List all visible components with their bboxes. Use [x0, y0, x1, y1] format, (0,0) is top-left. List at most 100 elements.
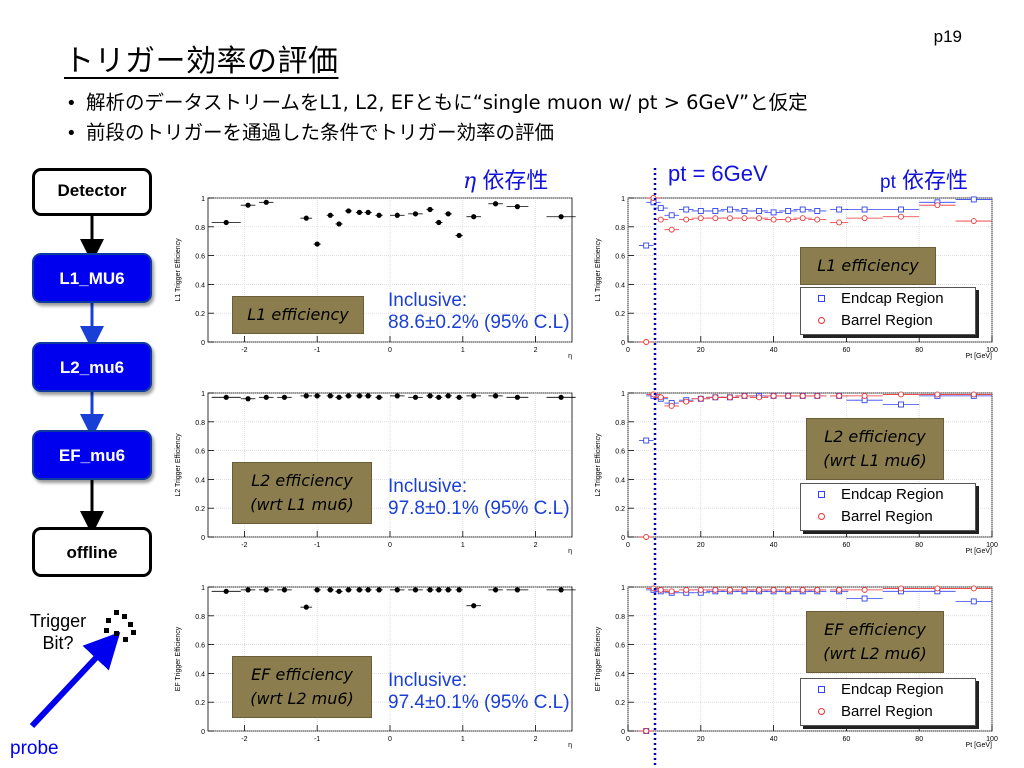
- x-tick-label: 40: [770, 347, 778, 354]
- data-point: [558, 587, 564, 593]
- data-point: [756, 208, 762, 214]
- y-tick-label: 0.8: [195, 225, 205, 232]
- data-point: [657, 216, 664, 223]
- data-point: [712, 215, 719, 222]
- x-tick-label: 100: [986, 542, 998, 549]
- data-point: [643, 339, 650, 345]
- y-axis-label: L1 Trigger Efficiency: [175, 238, 182, 302]
- data-point: [712, 394, 719, 401]
- page-number: p19: [933, 27, 962, 46]
- y-tick-label: 0.2: [615, 506, 625, 513]
- y-tick-label: 0.4: [195, 282, 205, 289]
- x-tick-label: 1: [461, 542, 465, 549]
- data-point: [471, 214, 477, 220]
- data-point: [514, 204, 520, 210]
- data-point: [345, 587, 352, 593]
- y-axis-label: L2 Trigger Efficiency: [175, 433, 182, 497]
- ef-eff-line1: EF efficiency: [251, 665, 353, 684]
- x-tick-label: 60: [843, 542, 851, 549]
- y-tick-label: 1: [621, 391, 625, 398]
- y-tick-label: 0.2: [195, 311, 205, 318]
- data-point: [223, 219, 229, 226]
- x-tick-label: 20: [697, 347, 705, 354]
- offline-box: offline: [32, 527, 152, 577]
- legend-barrel: Barrel Region: [801, 701, 975, 723]
- bullet-item: 解析のデータストリームをL1, L2, EFともに“single muon w/…: [66, 88, 808, 118]
- data-point: [336, 394, 342, 400]
- ef-eff-line2: (wrt L2 mu6): [250, 689, 354, 708]
- data-point: [303, 604, 309, 610]
- data-point: [445, 393, 451, 399]
- data-point: [412, 211, 419, 217]
- x-tick-label: -2: [241, 347, 247, 354]
- l1-efficiency-label: L1 efficiency: [232, 296, 364, 334]
- data-point: [427, 393, 433, 399]
- y-tick-label: 0: [621, 340, 625, 347]
- data-point: [756, 215, 762, 222]
- data-point: [970, 391, 977, 398]
- data-point: [799, 215, 806, 222]
- l1-mu6-box: L1_MU6: [32, 253, 152, 303]
- data-point: [281, 394, 288, 400]
- data-point: [898, 213, 904, 220]
- data-point: [770, 392, 777, 399]
- data-point: [814, 586, 821, 593]
- l1-eta-plot: 0 0.2 0.4 0.6 0.8 1 -2 -1 0 1 2 L1 Trigger Efficien…: [172, 192, 582, 362]
- circle-marker-icon: [818, 317, 825, 324]
- data-point: [345, 208, 352, 214]
- x-tick-label: 60: [843, 736, 851, 743]
- data-point: [394, 212, 400, 218]
- data-point: [245, 202, 251, 208]
- data-point: [436, 394, 442, 400]
- data-point: [436, 219, 442, 226]
- l2-efficiency-label-pt: L2 efficiency (wrt L1 mu6): [806, 418, 944, 480]
- ef-inclusive: Inclusive: 97.4±0.1% (95% C.L): [388, 670, 570, 714]
- x-tick-label: -1: [314, 542, 320, 549]
- x-tick-label: 20: [697, 736, 705, 743]
- x-tick-label: 0: [388, 347, 392, 354]
- y-axis-label: L2 Trigger Efficiency: [595, 433, 602, 497]
- probe-arrow: [29, 631, 121, 729]
- data-point: [756, 586, 762, 593]
- eta-dependence-header: η 依存性: [463, 163, 548, 195]
- data-point: [643, 437, 650, 444]
- data-point: [697, 215, 704, 222]
- data-point: [799, 586, 806, 593]
- trigger-bit-icon: [104, 610, 136, 642]
- data-point: [365, 393, 371, 399]
- data-point: [327, 393, 333, 399]
- x-tick-label: 2: [534, 736, 538, 743]
- data-point: [412, 587, 419, 593]
- legend-barrel: Barrel Region: [801, 506, 975, 528]
- data-point: [836, 206, 843, 213]
- data-point: [657, 205, 664, 212]
- legend-endcap-label: Endcap Region: [841, 681, 944, 698]
- x-tick-label: 2: [534, 542, 538, 549]
- y-tick-label: 0.6: [195, 449, 205, 456]
- data-point: [643, 534, 650, 540]
- bullet-list: 解析のデータストリームをL1, L2, EFともに“single muon w/…: [66, 88, 808, 148]
- data-point: [303, 215, 309, 221]
- data-point: [861, 392, 868, 399]
- data-point: [898, 401, 904, 408]
- data-point: [861, 206, 868, 213]
- pt-dep-text: 依存性: [901, 169, 968, 194]
- data-point: [668, 588, 675, 595]
- x-tick-label: 1: [461, 736, 465, 743]
- data-point: [785, 586, 792, 593]
- data-point: [898, 585, 904, 592]
- data-point: [365, 587, 371, 593]
- data-point: [394, 393, 400, 399]
- y-tick-label: 0.4: [615, 282, 625, 289]
- legend-endcap: Endcap Region: [801, 288, 975, 310]
- data-point: [471, 603, 477, 609]
- y-tick-label: 1: [621, 585, 625, 592]
- data-point: [456, 394, 462, 400]
- y-tick-label: 1: [201, 196, 205, 203]
- data-point: [836, 219, 843, 226]
- data-point: [770, 216, 777, 223]
- data-point: [726, 586, 733, 593]
- y-tick-label: 0.6: [195, 643, 205, 650]
- data-point: [436, 587, 442, 593]
- data-point: [785, 392, 792, 399]
